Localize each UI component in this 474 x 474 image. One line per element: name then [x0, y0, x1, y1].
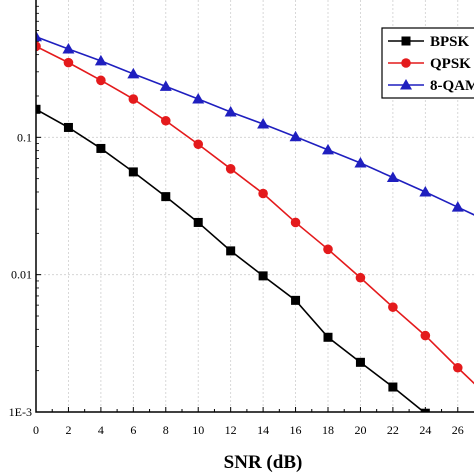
- data-point: [386, 171, 399, 182]
- legend-item-qpsk: QPSK: [388, 56, 471, 72]
- data-point: [161, 192, 171, 202]
- data-point: [257, 118, 270, 129]
- x-tick-label: 14: [257, 423, 269, 437]
- data-point: [451, 201, 464, 212]
- y-tick-label: 1E-3: [9, 405, 32, 419]
- x-tick-label: 0: [33, 423, 39, 437]
- x-tick-label: 20: [354, 423, 366, 437]
- data-point: [225, 164, 236, 174]
- data-point: [63, 122, 73, 132]
- x-tick-label: 8: [163, 423, 169, 437]
- data-point: [62, 42, 75, 54]
- data-point: [452, 362, 463, 373]
- series-layer: [36, 30, 474, 412]
- data-point: [96, 143, 106, 153]
- x-tick-label: 4: [98, 423, 104, 437]
- series-qpsk: [36, 41, 474, 385]
- data-point: [224, 105, 237, 117]
- x-axis-title: SNR (dB): [224, 452, 303, 473]
- data-point: [323, 244, 333, 255]
- series-8-qam: [36, 30, 474, 216]
- data-point: [354, 157, 367, 168]
- data-point: [128, 167, 138, 177]
- data-point: [258, 188, 268, 199]
- legend-label: BPSK: [430, 34, 470, 50]
- legend-marker: [401, 58, 411, 68]
- y-tick-label: 0.1: [17, 130, 32, 144]
- x-tick-label: 16: [290, 423, 302, 437]
- data-point: [96, 75, 106, 86]
- data-point: [355, 272, 366, 283]
- data-point: [290, 217, 301, 228]
- data-point: [226, 246, 236, 256]
- plot-frame: [35, 0, 474, 413]
- y-tick-label: 0.01: [11, 268, 32, 282]
- x-tick-label: 12: [225, 423, 237, 437]
- data-point: [36, 30, 42, 42]
- data-point: [323, 332, 333, 342]
- data-point: [355, 357, 365, 367]
- data-point: [388, 382, 398, 392]
- legend-label: QPSK: [430, 56, 471, 72]
- data-point: [36, 104, 41, 114]
- x-tick-label: 26: [452, 423, 464, 437]
- data-point: [193, 217, 203, 227]
- legend: BPSK QPSK 8-QAM: [381, 27, 474, 99]
- data-point: [419, 185, 432, 197]
- data-point: [420, 330, 431, 341]
- data-point: [193, 139, 204, 150]
- x-tick-label: 24: [419, 423, 431, 437]
- data-point: [94, 54, 107, 66]
- x-tick-label: 2: [65, 423, 71, 437]
- legend-item-8-qam: 8-QAM: [388, 78, 474, 94]
- data-point: [388, 302, 398, 312]
- x-tick-label: 6: [130, 423, 136, 437]
- data-point: [160, 115, 171, 126]
- x-tick-label: 22: [387, 423, 399, 437]
- legend-marker: [401, 36, 411, 46]
- data-point: [159, 80, 172, 91]
- x-tick-label: 18: [322, 423, 334, 437]
- legend-item-bpsk: BPSK: [388, 34, 470, 50]
- data-point: [63, 57, 74, 68]
- data-point: [322, 143, 334, 155]
- series-bpsk: [36, 104, 430, 412]
- data-point: [291, 295, 301, 305]
- data-point: [36, 41, 41, 52]
- x-tick-label: 10: [192, 423, 204, 437]
- legend-label: 8-QAM: [430, 78, 474, 94]
- data-point: [258, 271, 268, 281]
- data-point: [127, 67, 140, 79]
- data-point: [128, 94, 139, 104]
- legend-marker: [400, 79, 412, 90]
- data-point: [289, 130, 302, 142]
- data-point: [192, 93, 205, 104]
